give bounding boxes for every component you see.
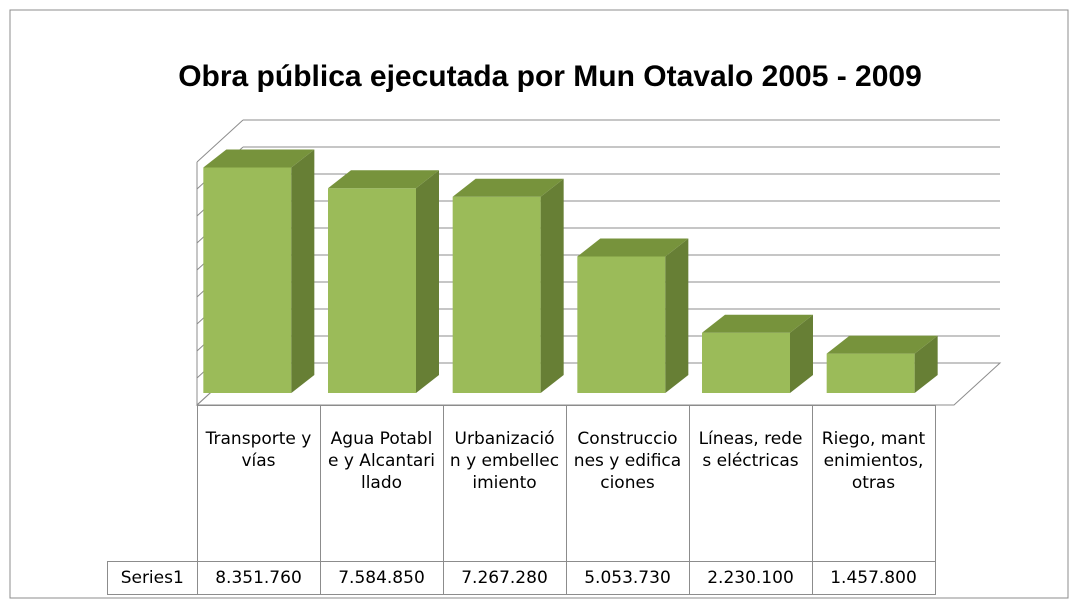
bar-side: [416, 170, 439, 393]
series-name: Series1: [107, 561, 198, 595]
category-label: Transporte y vías: [196, 405, 321, 562]
value-label: 1.457.800: [811, 561, 936, 595]
category-label: Riego, mantenimientos, otras: [811, 405, 936, 562]
bar: [826, 335, 938, 393]
bar: [328, 170, 439, 393]
value-label: 5.053.730: [565, 561, 690, 595]
bar-front: [452, 196, 541, 393]
bar-top: [328, 170, 439, 189]
bar-top: [452, 178, 564, 197]
value-label: 7.267.280: [442, 561, 567, 595]
bar-top: [826, 335, 938, 354]
bar: [203, 149, 315, 393]
bar-side: [665, 238, 689, 393]
category-label: Líneas, redes eléctricas: [688, 405, 813, 562]
bar-side: [540, 178, 564, 393]
bar-front: [702, 332, 790, 393]
value-label: 7.584.850: [319, 561, 444, 595]
bar-front: [577, 256, 666, 393]
bar-top: [702, 314, 813, 333]
data-table: Transporte y vías Agua Potable y Alcantar…: [107, 405, 936, 595]
category-label: Agua Potable y Alcantarillado: [319, 405, 444, 562]
value-label: 2.230.100: [688, 561, 813, 595]
bar-side: [790, 314, 813, 393]
bar-side: [914, 335, 938, 393]
table-corner: [107, 405, 198, 562]
bar: [702, 314, 813, 393]
value-label: 8.351.760: [196, 561, 321, 595]
category-label: Construcciones y edificaciones: [565, 405, 690, 562]
category-label: Urbanización y embellecimiento: [442, 405, 567, 562]
bar: [577, 238, 689, 393]
bar-front: [826, 353, 915, 393]
chart-title: Obra pública ejecutada por Mun Otavalo 2…: [178, 60, 922, 93]
bar-top: [577, 238, 689, 257]
bar-top: [203, 149, 315, 168]
bar-front: [328, 188, 416, 393]
bar-side: [291, 149, 315, 393]
bar: [452, 178, 564, 393]
grid-line: [196, 119, 244, 163]
bar-front: [203, 167, 292, 393]
